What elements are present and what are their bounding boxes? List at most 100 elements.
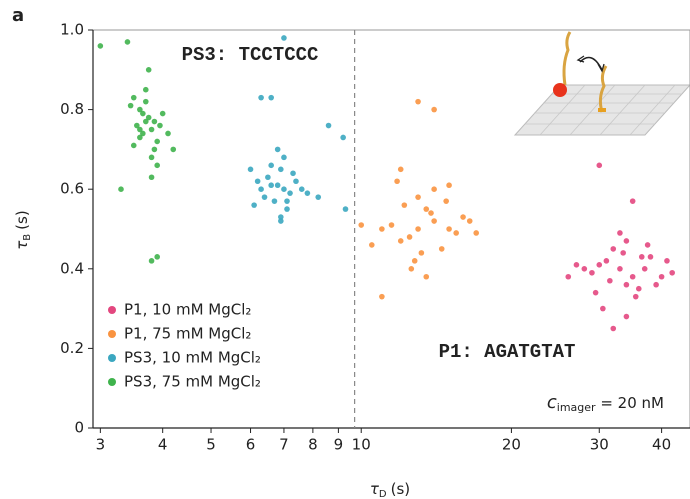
x-tick-label: 30 bbox=[590, 436, 609, 454]
point bbox=[258, 186, 264, 192]
point bbox=[632, 293, 639, 300]
point bbox=[278, 166, 284, 173]
point bbox=[118, 186, 124, 192]
point bbox=[411, 258, 418, 264]
y-tick-label: 1.0 bbox=[60, 21, 84, 39]
point bbox=[418, 250, 425, 256]
legend-marker bbox=[108, 354, 116, 362]
point bbox=[340, 134, 346, 141]
point bbox=[142, 86, 149, 93]
point bbox=[140, 130, 146, 137]
point bbox=[600, 305, 606, 312]
point bbox=[565, 273, 572, 280]
annotation: cimager = 20 nM bbox=[547, 392, 664, 414]
point bbox=[431, 218, 437, 224]
point bbox=[379, 226, 385, 232]
x-tick-label: 3 bbox=[96, 436, 106, 454]
point bbox=[446, 182, 452, 189]
point bbox=[130, 142, 137, 149]
point bbox=[466, 218, 473, 224]
point bbox=[617, 230, 623, 236]
point bbox=[157, 122, 163, 129]
point bbox=[610, 246, 617, 252]
point bbox=[438, 246, 445, 252]
annotation: PS3: TCCTCCC bbox=[182, 44, 319, 66]
point bbox=[97, 43, 104, 49]
point bbox=[664, 258, 670, 264]
point bbox=[431, 186, 437, 192]
point bbox=[607, 277, 613, 284]
point bbox=[134, 122, 140, 129]
point bbox=[592, 289, 599, 296]
point bbox=[304, 190, 311, 196]
point bbox=[315, 194, 322, 200]
point bbox=[460, 214, 466, 220]
point bbox=[265, 174, 271, 181]
y-tick-label: 0.8 bbox=[60, 100, 84, 118]
annotation-symbol: c bbox=[547, 392, 557, 413]
point bbox=[284, 198, 290, 204]
point bbox=[394, 178, 400, 185]
point bbox=[596, 162, 603, 169]
point bbox=[148, 258, 155, 264]
point bbox=[358, 222, 365, 228]
point bbox=[423, 206, 430, 212]
x-tick-label: 5 bbox=[206, 436, 216, 454]
point bbox=[127, 102, 134, 109]
point bbox=[142, 98, 149, 105]
legend-label: P1, 75 mM MgCl₂ bbox=[124, 325, 251, 343]
point bbox=[268, 162, 274, 169]
point bbox=[274, 146, 281, 153]
y-axis-label-unit: (s) bbox=[13, 210, 31, 230]
point bbox=[151, 146, 158, 153]
point bbox=[154, 138, 160, 145]
point bbox=[325, 122, 332, 129]
point bbox=[137, 106, 143, 113]
point bbox=[124, 39, 131, 45]
point bbox=[379, 293, 385, 300]
point bbox=[137, 134, 143, 141]
point bbox=[254, 178, 261, 185]
x-axis-label: τD (s) bbox=[370, 480, 410, 499]
point bbox=[620, 250, 626, 256]
point bbox=[635, 285, 642, 292]
x-axis-label-sub: D bbox=[379, 489, 387, 499]
point bbox=[397, 238, 404, 244]
point bbox=[298, 186, 305, 192]
point bbox=[581, 266, 588, 272]
inset-illustration bbox=[513, 31, 690, 136]
point bbox=[644, 242, 651, 248]
point bbox=[268, 94, 274, 101]
point bbox=[589, 269, 595, 276]
point bbox=[629, 198, 636, 204]
panel-label: a bbox=[12, 5, 24, 26]
point bbox=[258, 94, 264, 101]
point bbox=[247, 166, 254, 173]
point bbox=[638, 254, 645, 260]
point bbox=[629, 273, 636, 280]
point bbox=[641, 266, 648, 272]
point bbox=[159, 110, 166, 117]
point bbox=[145, 114, 152, 121]
point bbox=[284, 206, 290, 212]
point bbox=[342, 206, 349, 212]
point bbox=[647, 254, 654, 260]
y-tick-label: 0.6 bbox=[60, 180, 84, 198]
point bbox=[290, 170, 296, 177]
point bbox=[573, 262, 580, 268]
legend-marker bbox=[108, 306, 116, 314]
point bbox=[281, 186, 287, 192]
point bbox=[130, 94, 137, 101]
y-tick-label: 0 bbox=[74, 419, 84, 437]
point bbox=[274, 182, 281, 189]
point bbox=[596, 262, 603, 268]
point bbox=[268, 182, 274, 189]
point bbox=[623, 313, 630, 320]
x-tick-label: 40 bbox=[652, 436, 671, 454]
legend-marker bbox=[108, 330, 116, 338]
point bbox=[623, 238, 630, 244]
point bbox=[610, 325, 617, 332]
point bbox=[170, 146, 177, 153]
point bbox=[658, 273, 665, 280]
